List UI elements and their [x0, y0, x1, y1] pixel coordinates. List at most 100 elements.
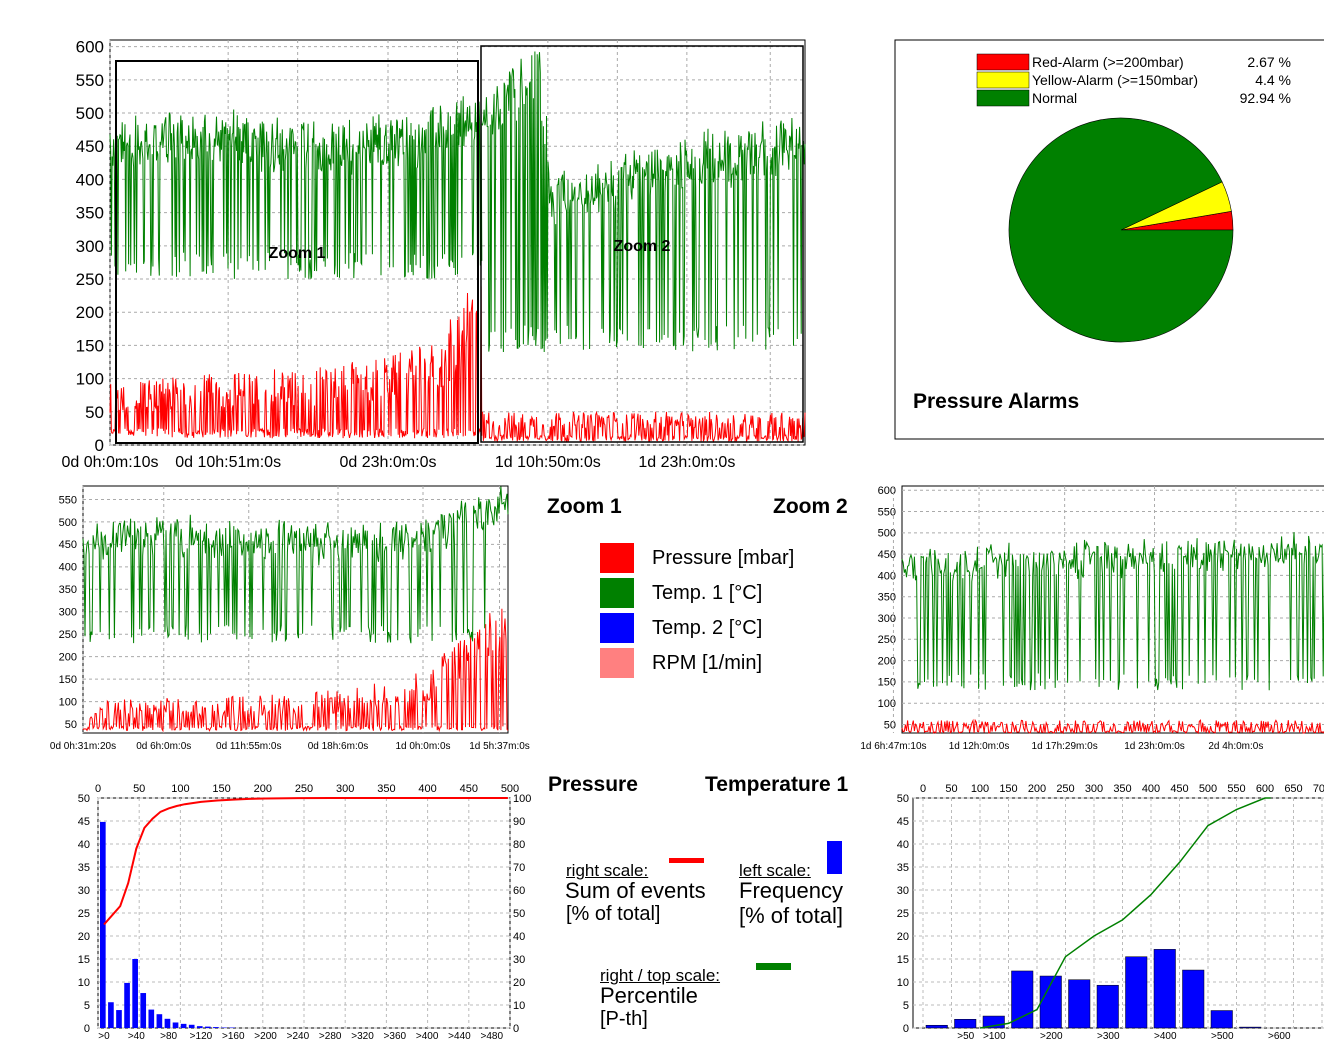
- series-temp1-line: [901, 532, 1324, 691]
- hist-pressure-title: Pressure: [548, 773, 638, 796]
- zoom1-xtick-label: 0d 6h:0m:0s: [136, 741, 191, 752]
- pct-total-label-1: [% of total]: [566, 903, 661, 925]
- hist-bottom-label: >40: [128, 1031, 145, 1039]
- hist-bottom-label: >100: [983, 1031, 1006, 1039]
- hist-top-tick-label: 700: [1313, 783, 1324, 795]
- zoom1-ytick-label: 150: [59, 674, 77, 686]
- hist-bar: [180, 1023, 187, 1028]
- hist-left-tick-label: 25: [897, 908, 909, 920]
- zoom2-ytick-label: 250: [878, 634, 896, 646]
- zoom2-ytick-label: 400: [878, 570, 896, 582]
- zoom2-xtick-label: 2d 4h:0m:0s: [1208, 741, 1263, 752]
- pie-legend-value: 92.94 %: [1240, 90, 1291, 106]
- hist-left-tick-label: 35: [78, 862, 90, 874]
- main-xtick-label: 0d 10h:51m:0s: [175, 454, 281, 471]
- hist-bar: [100, 821, 106, 1028]
- hist-top-tick-label: 450: [460, 783, 478, 795]
- percentile-label: Percentile: [600, 983, 698, 1008]
- hist-left-tick-label: 20: [78, 931, 90, 943]
- zoom2-xtick-label: 1d 23h:0m:0s: [1124, 741, 1185, 752]
- hist-left-tick-label: 10: [897, 977, 909, 989]
- zoom2-ytick-label: 500: [878, 528, 896, 540]
- hist-top-tick-label: 600: [1256, 783, 1274, 795]
- hist-bar: [148, 1009, 155, 1028]
- main-xtick-label: 1d 10h:50m:0s: [495, 454, 601, 471]
- hist-top-tick-label: 350: [377, 783, 395, 795]
- hist-top-tick-label: 500: [501, 783, 519, 795]
- hist-top-tick-label: 550: [1227, 783, 1245, 795]
- zoom2-xtick-label: 1d 17h:29m:0s: [1032, 741, 1098, 752]
- zoom2-label: Zoom 2: [614, 238, 671, 255]
- hist-left-tick-label: 15: [78, 954, 90, 966]
- legend-item-rpm: RPM [1/min]: [600, 648, 762, 678]
- hist-bottom-label: >480: [480, 1031, 503, 1039]
- legend-label: Pressure [mbar]: [652, 546, 795, 569]
- zoom2-ytick-label: 600: [878, 485, 896, 497]
- hist-percentile-line: [979, 797, 1271, 1029]
- hist-top-tick-label: 0: [920, 783, 926, 795]
- legend-item-temp1: Temp. 1 [°C]: [600, 578, 762, 608]
- zoom1-ytick-label: 550: [59, 494, 77, 506]
- pie-legend-swatch: [976, 53, 1030, 71]
- legend-swatch-temp2: [600, 613, 634, 643]
- pie-legend-label: Red-Alarm (>=200mbar): [1032, 54, 1184, 70]
- main-ytick-label: 400: [76, 170, 104, 189]
- hist-left-tick-label: 25: [78, 908, 90, 920]
- hist-bar: [196, 1026, 203, 1028]
- right-top-scale-label: right / top scale:: [600, 966, 721, 985]
- hist-bar: [108, 1002, 114, 1028]
- main-ytick-label: 500: [76, 104, 104, 123]
- hist-top-tick-label: 500: [1199, 783, 1217, 795]
- hist-top-tick-label: 650: [1284, 783, 1302, 795]
- hist-bottom-label: >440: [448, 1031, 471, 1039]
- hist-bar: [954, 1019, 977, 1029]
- hist-left-tick-label: 30: [897, 885, 909, 897]
- hist-bar: [925, 1024, 948, 1029]
- main-ytick-label: 100: [76, 370, 104, 389]
- pie-legend-value: 2.67 %: [1247, 54, 1291, 70]
- hist-bar: [1210, 1010, 1233, 1029]
- right-top-scale-swatch: [756, 963, 791, 970]
- main-ytick-label: 200: [76, 303, 104, 322]
- hist-right-tick-label: 20: [513, 977, 525, 989]
- hist-right-tick-label: 0: [513, 1023, 519, 1035]
- hist-left-tick-label: 0: [903, 1023, 909, 1035]
- hist-left-tick-label: 40: [78, 839, 90, 851]
- hist-bottom-label: >80: [160, 1031, 177, 1039]
- hist-left-tick-label: 35: [897, 862, 909, 874]
- hist-top-tick-label: 100: [971, 783, 989, 795]
- hist-bar: [205, 1026, 211, 1028]
- hist-left-tick-label: 10: [78, 977, 90, 989]
- hist-bottom-label: >280: [319, 1031, 342, 1039]
- zoom2-ytick-label: 100: [878, 698, 896, 710]
- hist-left-tick-label: 5: [903, 1000, 909, 1012]
- zoom1-ytick-label: 200: [59, 652, 77, 664]
- hist-bar: [1039, 975, 1062, 1029]
- pie-legend-value: 4.4 %: [1255, 72, 1291, 88]
- hist-bar: [124, 982, 130, 1028]
- hist-bar: [1011, 970, 1034, 1029]
- hist-bottom-label: >300: [1097, 1031, 1120, 1039]
- hist-bottom-label: >160: [222, 1031, 245, 1039]
- zoom2-xtick-label: 1d 12h:0m:0s: [949, 741, 1010, 752]
- hist-bar: [1068, 979, 1091, 1029]
- hist-top-tick-label: 150: [999, 783, 1017, 795]
- main-ytick-label: 50: [85, 403, 104, 422]
- right-scale-swatch: [669, 858, 704, 863]
- hist-bottom-label: >600: [1268, 1031, 1291, 1039]
- zoom2-ytick-label: 550: [878, 506, 896, 518]
- hist-right-tick-label: 100: [513, 793, 531, 805]
- hist-top-tick-label: 50: [133, 783, 145, 795]
- hist-top-tick-label: 200: [1028, 783, 1046, 795]
- pie-title: Pressure Alarms: [913, 390, 1080, 413]
- left-scale-swatch: [827, 841, 842, 874]
- hist-bar: [164, 1018, 171, 1028]
- hist-top-tick-label: 250: [1056, 783, 1074, 795]
- zoom1-ytick-label: 500: [59, 517, 77, 529]
- pie-slice: [1008, 117, 1234, 343]
- zoom1-xtick-label: 0d 0h:31m:20s: [50, 741, 116, 752]
- pct-total-label-2: [% of total]: [739, 903, 843, 928]
- zoom1-ytick-label: 400: [59, 562, 77, 574]
- zoom2-rectangle: [480, 45, 804, 443]
